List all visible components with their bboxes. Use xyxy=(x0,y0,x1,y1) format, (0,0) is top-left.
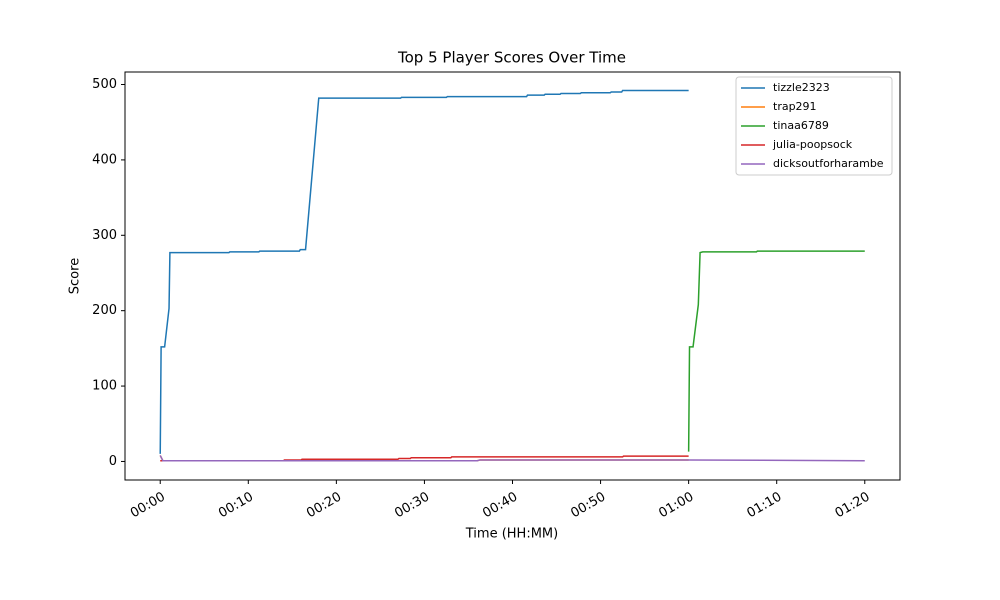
x-axis-label: Time (HH:MM) xyxy=(465,527,558,542)
series-line xyxy=(687,250,865,452)
legend-label: dicksoutforharambe xyxy=(773,157,884,170)
x-tick-label: 00:50 xyxy=(568,490,608,522)
x-tick-label: 00:20 xyxy=(304,490,344,522)
legend: tizzle2323 trap291 tinaa6789 julia-poopsock… xyxy=(735,76,893,176)
y-tick-label: 400 xyxy=(92,152,117,167)
chart-title: Top 5 Player Scores Over Time xyxy=(397,49,626,67)
y-tick-label: 200 xyxy=(92,303,117,318)
legend-label: tinaa6789 xyxy=(773,119,829,132)
y-tick-label: 300 xyxy=(92,228,117,243)
legend-box xyxy=(735,76,893,176)
x-tick-label: 00:30 xyxy=(392,490,432,522)
x-tick-label: 00:00 xyxy=(128,490,168,522)
x-tick-label: 01:20 xyxy=(833,490,873,522)
x-tick-label: 00:10 xyxy=(216,490,256,522)
x-tick-label: 01:00 xyxy=(656,490,696,522)
y-tick-label: 100 xyxy=(92,379,117,394)
y-axis-label: Score xyxy=(68,258,83,294)
x-tick-label: 00:40 xyxy=(480,490,520,522)
legend-label: tizzle2323 xyxy=(773,81,830,94)
y-tick-label: 500 xyxy=(92,77,117,92)
legend-label: trap291 xyxy=(773,100,817,113)
x-tick-label: 01:10 xyxy=(745,490,785,522)
series-line xyxy=(159,89,689,454)
series-line xyxy=(159,455,865,462)
plot-frame xyxy=(124,71,901,481)
y-tick-label: 0 xyxy=(109,454,117,469)
legend-label: julia-poopsock xyxy=(772,138,853,151)
